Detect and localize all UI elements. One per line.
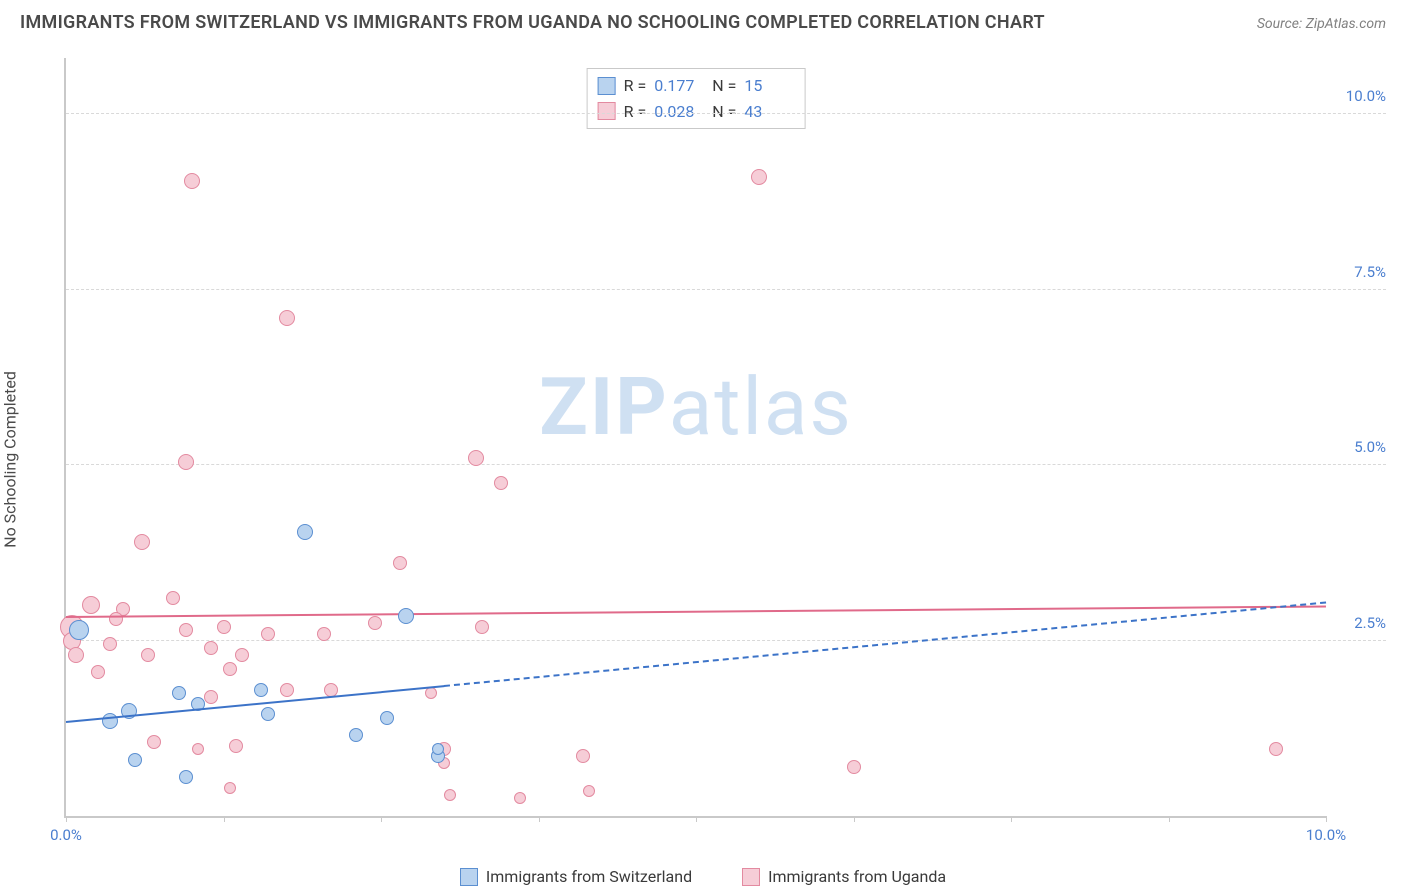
data-point-uganda [444,789,456,801]
data-point-uganda [82,596,100,614]
data-point-uganda [576,749,590,763]
data-point-switzerland [297,524,313,540]
r-value: 0.028 [654,99,704,125]
data-point-switzerland [172,686,186,700]
data-point-uganda [179,623,193,637]
plot-area: ZIPatlas R =0.177N =15R =0.028N =43 2.5%… [64,58,1326,818]
data-point-switzerland [398,608,414,624]
watermark-bold: ZIP [539,360,669,454]
x-tick [1169,816,1170,822]
data-point-uganda [425,687,437,699]
trend-line [66,605,1326,618]
series-legend: Immigrants from Switzerland Immigrants fr… [0,867,1406,886]
legend-item-uganda: Immigrants from Uganda [742,867,946,886]
y-tick-label: 7.5% [1354,263,1386,281]
n-value: 15 [744,73,794,99]
legend-label: Immigrants from Uganda [768,867,946,886]
data-point-switzerland [349,728,363,742]
data-point-uganda [103,637,117,651]
x-tick [696,816,697,822]
n-label: N = [712,99,736,125]
data-point-switzerland [69,620,89,640]
gridline [66,289,1386,290]
data-point-uganda [204,690,218,704]
y-tick-label: 10.0% [1346,87,1386,105]
data-point-uganda [166,591,180,605]
data-point-uganda [368,616,382,630]
legend-swatch [598,102,616,120]
legend-swatch [460,868,478,886]
legend-swatch [598,77,616,95]
x-tick [539,816,540,822]
stat-row-switzerland: R = 0.177 N = 15 [598,73,795,99]
chart-title: IMMIGRANTS FROM SWITZERLAND VS IMMIGRANT… [20,12,1045,33]
data-point-uganda [147,735,161,749]
data-point-uganda [235,648,249,662]
x-tick [1326,816,1327,822]
y-tick-label: 5.0% [1354,438,1386,456]
data-point-uganda [184,173,200,189]
legend-swatch [742,868,760,886]
x-tick [381,816,382,822]
data-point-switzerland [128,753,142,767]
data-point-uganda [279,310,295,326]
legend-label: Immigrants from Switzerland [486,867,692,886]
data-point-uganda [514,792,526,804]
y-axis-label: No Schooling Completed [1,371,20,548]
data-point-uganda [1269,742,1283,756]
data-point-switzerland [432,743,444,755]
stat-row-uganda: R = 0.028 N = 43 [598,99,795,125]
source-attribution: Source: ZipAtlas.com [1257,16,1386,32]
data-point-switzerland [261,707,275,721]
data-point-uganda [134,534,150,550]
data-point-switzerland [380,711,394,725]
x-tick [1011,816,1012,822]
data-point-uganda [178,454,194,470]
data-point-uganda [223,662,237,676]
x-tick [854,816,855,822]
r-label: R = [624,99,647,125]
data-point-uganda [751,169,767,185]
data-point-uganda [475,620,489,634]
watermark-rest: atlas [669,360,853,454]
title-bar: IMMIGRANTS FROM SWITZERLAND VS IMMIGRANT… [0,0,1406,39]
data-point-uganda [91,665,105,679]
legend-item-switzerland: Immigrants from Switzerland [460,867,692,886]
data-point-uganda [280,683,294,697]
data-point-switzerland [179,770,193,784]
data-point-uganda [224,782,236,794]
data-point-uganda [229,739,243,753]
n-value: 43 [744,99,794,125]
x-tick [66,816,67,822]
data-point-switzerland [254,683,268,697]
data-point-uganda [192,743,204,755]
data-point-uganda [217,620,231,634]
data-point-uganda [261,627,275,641]
watermark: ZIPatlas [539,360,852,454]
stat-legend: R = 0.177 N = 15 R = 0.028 N = 43 [587,68,806,129]
x-tick [224,816,225,822]
r-label: R = [624,73,647,99]
gridline [66,113,1386,114]
data-point-uganda [494,476,508,490]
n-label: N = [712,73,736,99]
data-point-uganda [204,641,218,655]
data-point-uganda [847,760,861,774]
data-point-uganda [583,785,595,797]
chart-container: No Schooling Completed ZIPatlas R =0.177… [50,48,1396,852]
trend-line [444,602,1326,688]
data-point-uganda [141,648,155,662]
y-tick-label: 2.5% [1354,614,1386,632]
x-tick-label: 0.0% [50,826,82,844]
gridline [66,464,1386,465]
data-point-uganda [317,627,331,641]
x-tick-label: 10.0% [1306,826,1346,844]
r-value: 0.177 [654,73,704,99]
data-point-uganda [468,450,484,466]
data-point-uganda [68,647,84,663]
data-point-uganda [393,556,407,570]
